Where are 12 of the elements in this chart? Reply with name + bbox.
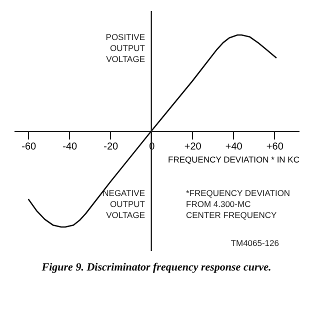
- x-tick-label: -20: [104, 142, 119, 152]
- annotation: NEGATIVE OUTPUT VOLTAGE: [102, 188, 146, 220]
- x-tick-label: -60: [22, 142, 37, 152]
- annotation: *FREQUENCY DEVIATION FROM 4.300-MC CENTER FREQUENCY: [186, 188, 290, 220]
- x-tick-label: +60: [266, 142, 284, 152]
- x-tick-label: +20: [184, 142, 202, 152]
- x-tick-label: -40: [62, 142, 78, 152]
- text: TM4065-126: [230, 238, 280, 248]
- annotation: POSITIVE OUTPUT VOLTAGE: [106, 32, 146, 64]
- x-axis-title: FREQUENCY DEVIATION * IN KC: [168, 154, 300, 164]
- text: Figure 9. Discriminator frequency response curve.: [40, 262, 272, 274]
- x-tick-label: +40: [225, 142, 243, 152]
